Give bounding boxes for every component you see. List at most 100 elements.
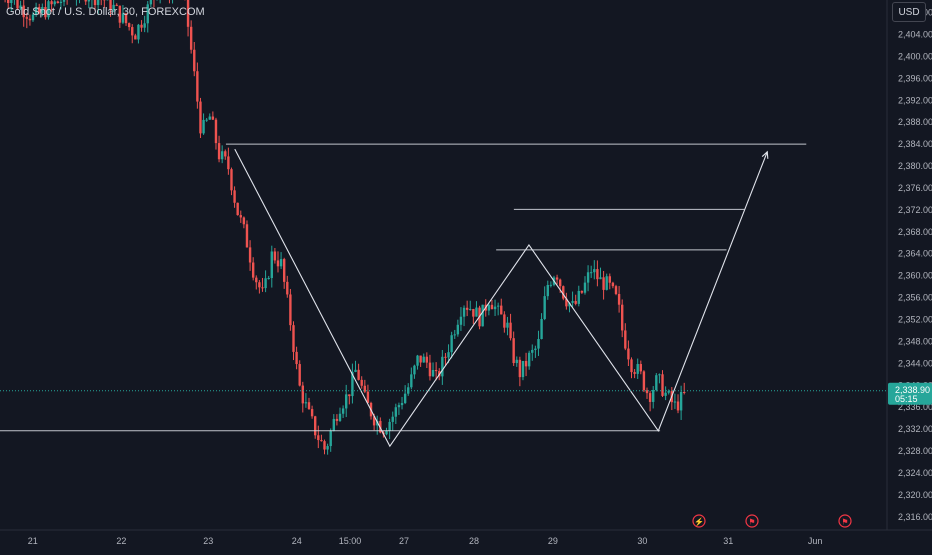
candle-body xyxy=(590,272,592,273)
candle-body xyxy=(661,374,663,396)
candle-body xyxy=(550,285,552,286)
y-tick-label: 2,316.00 xyxy=(898,512,932,522)
candle-body xyxy=(677,402,679,411)
x-tick-label: 31 xyxy=(723,536,733,546)
candle-body xyxy=(298,364,300,386)
y-tick-label: 2,388.00 xyxy=(898,117,932,127)
candle-body xyxy=(668,391,670,393)
pattern-projection-line xyxy=(235,149,767,446)
candle-body xyxy=(267,278,269,279)
candle-body xyxy=(581,291,583,293)
candle-body xyxy=(85,0,87,1)
candle-body xyxy=(525,361,527,366)
candle-body xyxy=(134,35,136,39)
candle-body xyxy=(236,203,238,215)
candle-body xyxy=(602,277,604,290)
x-tick-label: 15:00 xyxy=(339,536,362,546)
candle-body xyxy=(481,305,483,327)
candle-body xyxy=(559,280,561,287)
candle-body xyxy=(392,417,394,422)
candle-body xyxy=(512,338,514,363)
candle-body xyxy=(537,339,539,349)
candle-body xyxy=(543,296,545,319)
candle-body xyxy=(305,402,307,403)
candle-body xyxy=(240,215,242,217)
candle-body xyxy=(137,25,139,40)
candle-body xyxy=(630,359,632,372)
candle-body xyxy=(637,364,639,374)
candle-body xyxy=(416,356,418,366)
x-tick-label: 27 xyxy=(399,536,409,546)
countdown-label: 05:15 xyxy=(895,394,918,404)
x-tick-label: 22 xyxy=(116,536,126,546)
candle-body xyxy=(50,1,52,4)
candle-body xyxy=(339,414,341,421)
candle-body xyxy=(215,120,217,143)
x-tick-label: Jun xyxy=(808,536,823,546)
candle-body xyxy=(454,334,456,335)
candle-body xyxy=(357,370,359,380)
candle-body xyxy=(633,372,635,374)
candle-body xyxy=(516,360,518,363)
candle-body xyxy=(612,283,614,286)
lightning-icon-glyph: ⚡ xyxy=(694,517,704,527)
candle-body xyxy=(640,364,642,371)
candle-body xyxy=(243,217,245,224)
candle-body xyxy=(227,156,229,169)
candle-body xyxy=(488,305,490,311)
candle-body xyxy=(627,349,629,360)
candle-body xyxy=(426,357,428,363)
candle-body xyxy=(252,262,254,277)
x-tick-label: 24 xyxy=(292,536,302,546)
y-tick-label: 2,320.00 xyxy=(898,490,932,500)
flag-icon-glyph: ⚑ xyxy=(841,518,848,527)
candle-body xyxy=(323,441,325,449)
symbol-title: Gold Spot / U.S. Dollar, 30, FOREXCOM xyxy=(6,6,205,18)
candle-body xyxy=(584,283,586,293)
currency-selector-button[interactable]: USD xyxy=(892,2,926,22)
candle-body xyxy=(664,393,666,396)
candle-body xyxy=(258,282,260,287)
candle-body xyxy=(202,120,204,133)
candle-body xyxy=(94,0,96,5)
candle-body xyxy=(683,392,685,393)
candle-body xyxy=(674,402,676,403)
candle-body xyxy=(354,370,356,372)
x-tick-label: 28 xyxy=(469,536,479,546)
candle-body xyxy=(423,357,425,363)
candle-body xyxy=(205,120,207,121)
candle-body xyxy=(624,330,626,348)
candle-body xyxy=(571,301,573,303)
candle-body xyxy=(652,390,654,402)
candle-body xyxy=(587,272,589,282)
candle-body xyxy=(531,350,533,353)
x-tick-label: 23 xyxy=(203,536,213,546)
candle-body xyxy=(302,386,304,404)
candle-body xyxy=(264,278,266,288)
candle-body xyxy=(190,27,192,50)
candle-body xyxy=(199,102,201,134)
y-tick-label: 2,392.00 xyxy=(898,95,932,105)
candle-body xyxy=(342,408,344,413)
candle-body xyxy=(450,335,452,352)
candle-body xyxy=(643,371,645,390)
candle-body xyxy=(280,259,282,266)
candle-body xyxy=(599,277,601,279)
candle-body xyxy=(97,0,99,5)
candle-body xyxy=(649,393,651,402)
candle-body xyxy=(466,308,468,310)
candle-body xyxy=(463,308,465,317)
candle-body xyxy=(494,307,496,310)
candle-body xyxy=(292,325,294,352)
candle-body xyxy=(286,282,288,295)
candle-body xyxy=(398,405,400,407)
candle-body xyxy=(128,23,130,27)
candle-body xyxy=(441,357,443,377)
candle-body xyxy=(605,276,607,290)
y-tick-label: 2,384.00 xyxy=(898,139,932,149)
candle-body xyxy=(540,319,542,339)
candle-body xyxy=(143,23,145,27)
x-tick-label: 21 xyxy=(28,536,38,546)
